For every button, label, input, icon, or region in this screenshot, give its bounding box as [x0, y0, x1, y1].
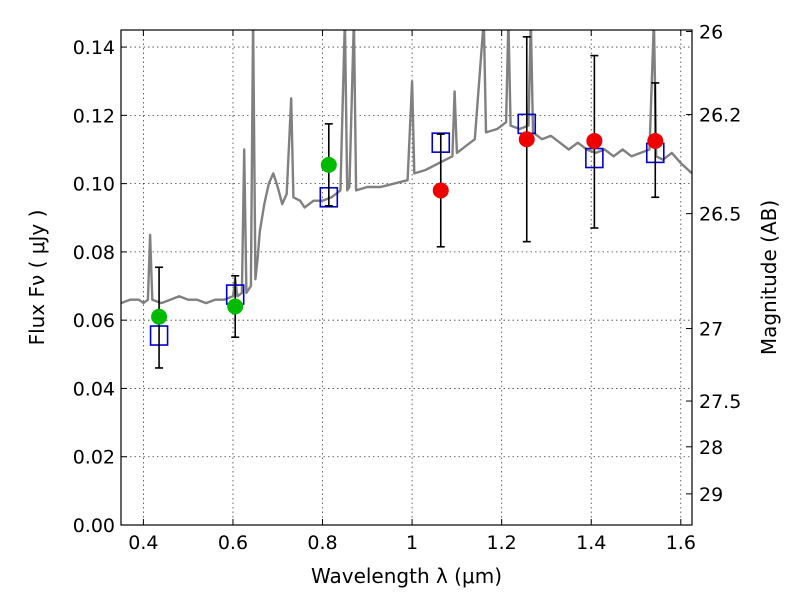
x-tick-label: 1 — [406, 532, 418, 554]
y-tick-label: 0.06 — [73, 310, 115, 332]
mag-tick-label: 29 — [699, 484, 723, 506]
y-tick-label: 0.10 — [73, 174, 115, 196]
y-axis-title: Flux Fν ( μJy ) — [25, 210, 49, 346]
axis-ticks: 0.4 0.6 0.8 1 1.2 1.4 1.6 0.00 0.02 0.04 0.06 0.08 0… — [73, 22, 742, 554]
plot-frame — [120, 29, 693, 526]
mag-tick-label: 27.5 — [699, 391, 741, 413]
x-tick-label: 1.6 — [666, 532, 696, 554]
nir-data-point — [432, 182, 449, 199]
y-tick-label: 0.00 — [73, 515, 115, 537]
y-tick-label: 0.12 — [73, 105, 115, 127]
y-tick-label: 0.02 — [73, 447, 115, 469]
mag-tick-label: 26 — [699, 22, 723, 44]
optical-data-point — [227, 298, 244, 315]
right-axis-title: Magnitude (AB) — [757, 200, 781, 355]
x-tick-label: 0.8 — [307, 532, 337, 554]
mag-tick-label: 26.2 — [699, 105, 741, 127]
plot-series — [121, 30, 692, 369]
y-tick-label: 0.14 — [73, 37, 115, 59]
x-tick-label: 1.2 — [487, 532, 517, 554]
mag-tick-label: 26.5 — [699, 204, 741, 226]
nir-data-point — [518, 131, 535, 148]
y-tick-label: 0.08 — [73, 242, 115, 264]
x-tick-label: 0.4 — [128, 532, 158, 554]
optical-data-point — [320, 156, 337, 173]
mag-tick-label: 27 — [699, 319, 723, 341]
x-tick-label: 1.4 — [576, 532, 606, 554]
mag-tick-label: 28 — [699, 437, 723, 459]
y-tick-label: 0.04 — [73, 378, 115, 400]
optical-data-point — [151, 308, 168, 325]
x-axis-title: Wavelength λ (μm) — [311, 564, 502, 588]
grid — [121, 30, 692, 526]
x-tick-label: 0.6 — [218, 532, 248, 554]
model-spectrum-line — [121, 30, 692, 305]
nir-data-point — [586, 132, 603, 149]
nir-data-point — [647, 132, 664, 149]
